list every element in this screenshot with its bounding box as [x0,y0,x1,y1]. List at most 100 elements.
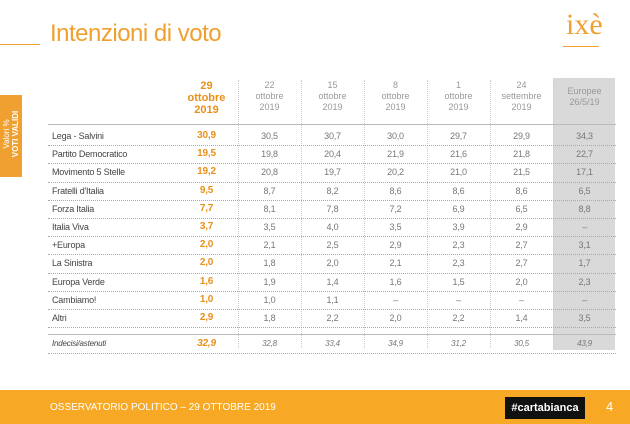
row-value: 2,0 [199,257,214,269]
row-value: 1,7 [578,258,591,269]
undecided-value: 30,5 [514,339,529,349]
column-header: 1 [455,80,461,90]
row-value: 3,5 [389,222,402,232]
column-divider [427,80,428,348]
row-label: +Europa [52,240,85,251]
column-header: ottobre [255,91,284,101]
row-rule [48,236,616,238]
row-value: – [456,294,461,305]
row-value: 20,8 [261,167,278,178]
column-divider [301,80,302,348]
europee-band [553,78,615,350]
row-value: 30,7 [324,131,341,141]
row-value: 17,1 [576,167,593,178]
row-value: 19,2 [197,166,216,178]
row-label: Europa Verde [52,276,105,287]
row-value: 8,6 [389,185,402,196]
row-value: 2,5 [326,240,339,251]
row-value: 2,2 [452,313,465,323]
row-value: 2,9 [515,222,528,232]
row-value: 3,1 [578,240,591,251]
row-rule [48,199,616,201]
row-value: 2,1 [263,240,276,251]
row-value: 2,0 [515,276,528,287]
row-value: 8,1 [263,203,276,214]
row-value: 2,9 [389,240,402,251]
column-header: 2019 [448,102,469,112]
row-value: 6,9 [452,203,465,214]
row-value: 21,9 [387,149,404,160]
row-value: 6,5 [515,203,528,214]
row-value: 1,6 [199,275,214,287]
logo: ixè [566,8,603,41]
row-value: – [582,222,587,232]
row-value: 19,5 [197,148,216,160]
footer-text: OSSERVATORIO POLITICO – 29 OTTOBRE 2019 [50,402,276,413]
column-header: ottobre [381,91,410,101]
row-value: 1,4 [326,276,339,287]
row-rule [48,181,616,183]
row-value: 1,5 [452,276,465,287]
column-divider [364,80,365,348]
row-value: 30,0 [387,131,404,141]
row-value: 7,8 [326,203,339,214]
row-value: – [393,294,398,305]
row-value: 3,5 [263,222,276,232]
row-value: 21,0 [450,167,467,178]
row-rule [48,218,616,219]
row-value: 7,2 [389,203,402,214]
side-box [0,95,22,177]
row-value: 4,0 [326,222,339,232]
row-rule [48,327,616,329]
undecided-value: 32,9 [197,338,216,350]
row-label: Movimento 5 Stelle [52,167,125,178]
row-value: 3,5 [578,313,591,323]
row-value: 2,2 [326,313,339,323]
column-divider [238,80,239,348]
row-value: 20,4 [324,149,341,160]
column-header: 29 [200,80,213,92]
row-value: 1,6 [389,276,402,287]
column-header: 15 [327,80,338,90]
row-value: 8,6 [452,185,465,196]
row-value: 1,4 [515,313,528,323]
column-header: 22 [264,80,275,90]
row-value: 19,8 [261,149,278,160]
row-value: 6,5 [578,185,591,196]
row-value: 30,9 [197,130,216,141]
row-label: Lega - Salvini [52,131,104,141]
column-header: 2019 [385,102,406,112]
row-value: 2,3 [452,258,465,269]
row-value: 1,8 [263,258,276,269]
row-value: 29,9 [513,131,530,141]
row-value: 2,1 [389,258,402,269]
column-header: 2019 [194,104,219,116]
column-header: 26/5/19 [569,97,600,107]
row-value: 2,0 [326,258,339,269]
row-rule [48,254,616,256]
row-value: 8,8 [578,203,591,214]
row-rule [48,163,616,165]
row-rule [48,309,616,310]
row-value: 20,2 [387,167,404,178]
undecided-value: 33,4 [325,339,340,349]
row-value: 8,6 [515,185,528,196]
row-label: Fratelli d'Italia [52,185,104,196]
row-value: 29,7 [450,131,467,141]
row-rule [48,290,616,292]
row-value: 1,1 [326,294,339,305]
row-value: – [519,294,524,305]
column-header: ottobre [187,92,226,104]
row-value: 3,9 [452,222,465,232]
logo-rule [563,46,599,47]
undecided-value: 34,9 [388,339,403,349]
title: Intenzioni di voto [50,20,222,47]
row-value: 30,5 [261,131,278,141]
column-divider [553,80,554,348]
side-label: Valori % VOTI VALIDI [2,93,20,175]
undecided-value: 32,8 [262,339,277,349]
column-header: settembre [501,91,542,101]
row-value: 21,8 [513,149,530,160]
undecided-value: 43,9 [577,339,592,349]
row-value: 2,7 [515,258,528,269]
